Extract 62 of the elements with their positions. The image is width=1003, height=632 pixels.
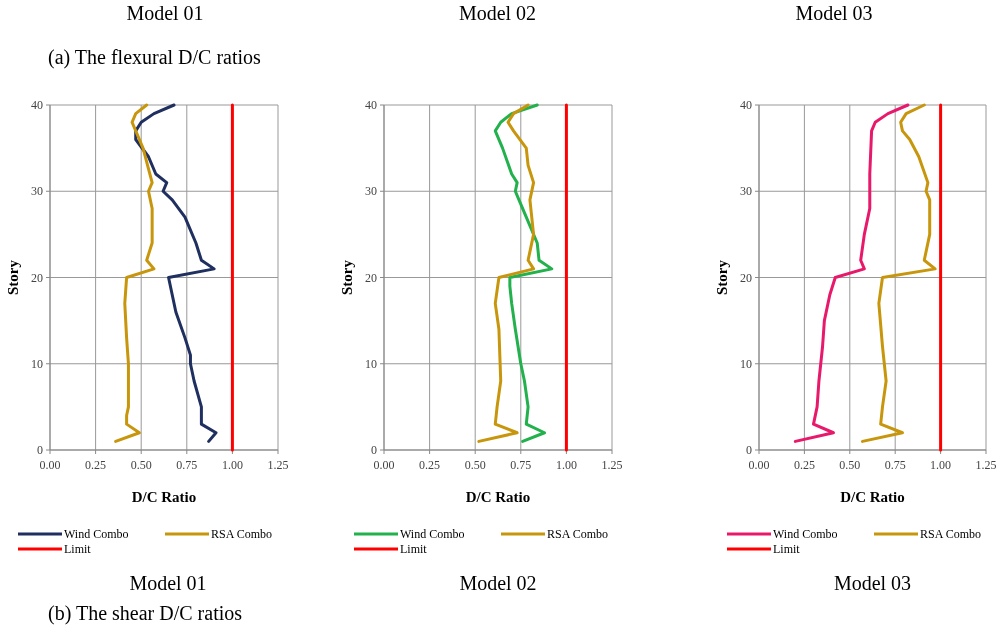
y-tick-label: 40 xyxy=(740,98,752,112)
x-tick-label: 0.25 xyxy=(419,458,441,472)
y-tick-label: 0 xyxy=(371,443,377,457)
y-tick-label: 20 xyxy=(31,270,43,285)
x-tick-label: 0.75 xyxy=(176,458,198,472)
line-series xyxy=(114,103,156,443)
y-tick-label: 30 xyxy=(31,184,43,199)
y-tick-label: 30 xyxy=(740,184,752,199)
x-tick-label: 0.50 xyxy=(130,458,152,472)
x-tick-label: 1.00 xyxy=(221,458,243,472)
text: Model 01 xyxy=(129,572,207,594)
y-axis-title: Story xyxy=(339,259,355,295)
line-series xyxy=(793,103,910,443)
y-tick-label: 10 xyxy=(365,356,377,371)
x-tick-label: 1.25 xyxy=(975,458,997,472)
y-tick-label: 0 xyxy=(37,443,43,457)
x-tick-label: 0.00 xyxy=(748,458,770,472)
x-axis-title: D/C Ratio xyxy=(840,489,905,505)
x-tick-label: 0.75 xyxy=(884,458,906,472)
legend-label: Wind Combo xyxy=(400,527,465,541)
y-tick-label: 10 xyxy=(31,356,43,371)
y-tick-label: 20 xyxy=(365,270,377,285)
x-tick-label: 0.25 xyxy=(793,458,815,472)
x-axis-title: D/C Ratio xyxy=(465,489,531,505)
text: Model 01 xyxy=(126,2,204,24)
y-axis-title: Story xyxy=(5,259,21,295)
text: Model 03 xyxy=(833,572,912,594)
line-series xyxy=(477,103,536,443)
legend-label: RSA Combo xyxy=(211,527,273,541)
x-tick-label: 1.00 xyxy=(555,458,577,472)
y-axis-title: Story xyxy=(714,259,730,295)
text: Model 03 xyxy=(795,2,873,24)
y-tick-label: 0 xyxy=(746,443,752,457)
legend-label: RSA Combo xyxy=(920,527,982,541)
y-tick-label: 20 xyxy=(740,270,752,285)
x-tick-label: 0.75 xyxy=(510,458,532,472)
text: (a) The flexural D/C ratios xyxy=(48,46,262,69)
legend-label: Limit xyxy=(400,542,428,556)
y-tick-label: 40 xyxy=(365,98,377,112)
line-series xyxy=(861,103,937,443)
legend-label: Wind Combo xyxy=(773,527,838,541)
legend-label: Wind Combo xyxy=(64,527,129,541)
line-series xyxy=(493,103,554,443)
legend-label: RSA Combo xyxy=(547,527,609,541)
x-tick-label: 0.25 xyxy=(85,458,107,472)
text: Model 02 xyxy=(459,572,537,594)
legend-label: Limit xyxy=(64,542,92,556)
x-tick-label: 1.00 xyxy=(930,458,952,472)
y-tick-label: 30 xyxy=(365,184,377,199)
x-tick-label: 0.00 xyxy=(39,458,61,472)
x-tick-label: 1.25 xyxy=(601,458,623,472)
x-axis-title: D/C Ratio xyxy=(131,489,197,505)
x-tick-label: 0.50 xyxy=(839,458,861,472)
text: (b) The shear D/C ratios xyxy=(48,602,243,625)
legend-label: Limit xyxy=(773,542,801,556)
line-series xyxy=(134,103,218,443)
text: Model 02 xyxy=(458,2,537,24)
y-tick-label: 40 xyxy=(31,98,43,112)
x-tick-label: 1.25 xyxy=(267,458,289,472)
x-tick-label: 0.50 xyxy=(464,458,486,472)
x-tick-label: 0.00 xyxy=(373,458,395,472)
y-tick-label: 10 xyxy=(740,356,752,371)
